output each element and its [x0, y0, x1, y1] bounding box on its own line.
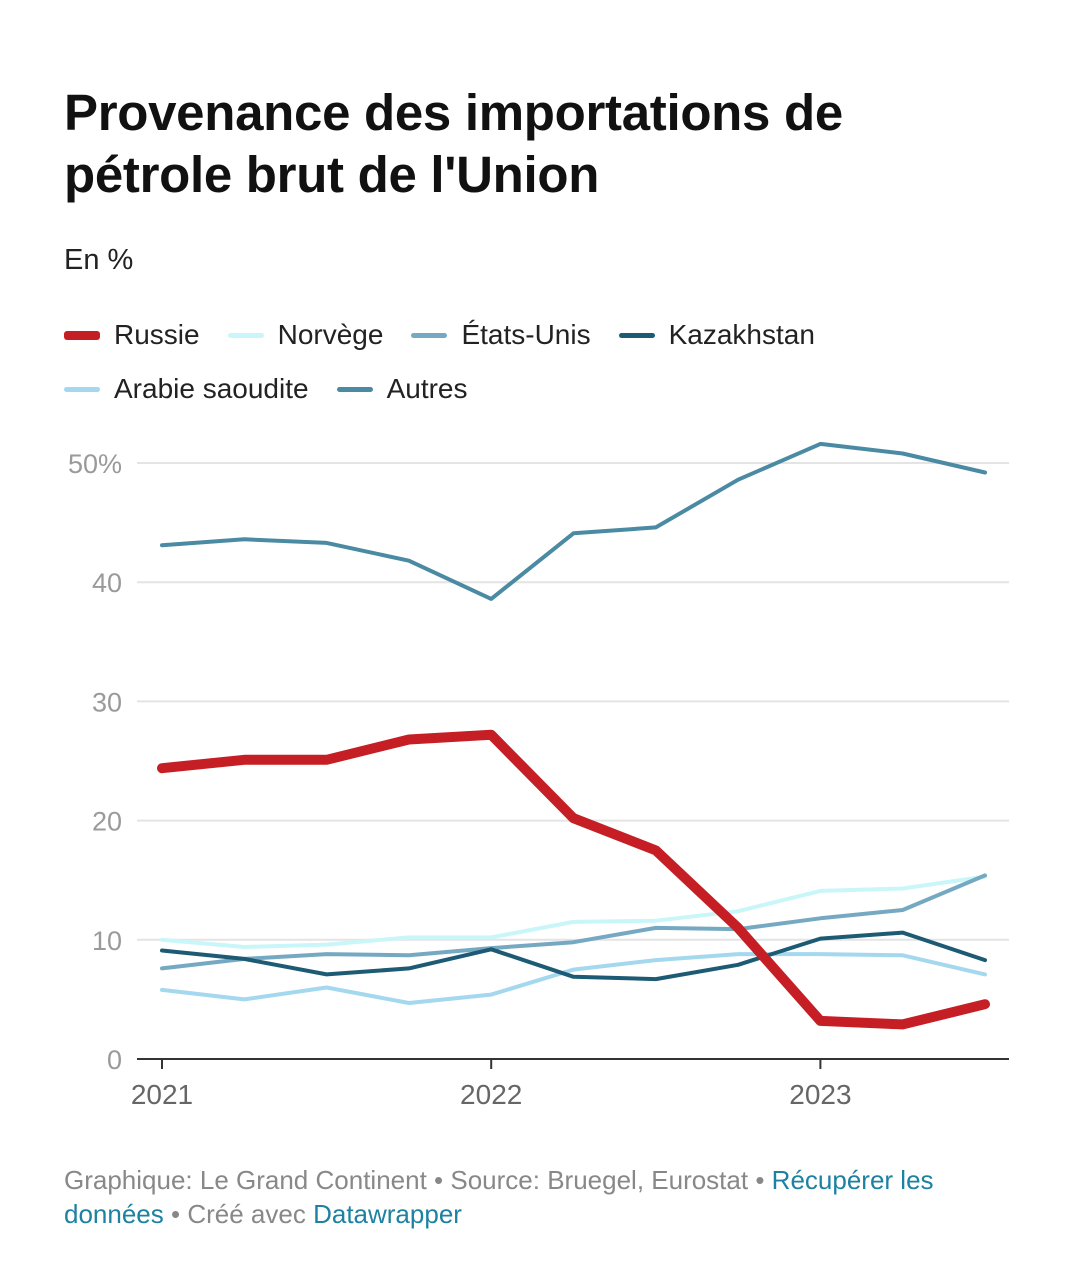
legend-swatch — [227, 332, 264, 338]
chart-subtitle: En % — [64, 244, 134, 276]
chart-legend: Russie Norvège États-Unis Kazakhstan Arabie … — [64, 316, 1024, 408]
legend-label: États-Unis — [461, 319, 591, 350]
legend-item-kazakhstan: Kazakhstan — [618, 316, 815, 354]
legend-label: Russie — [114, 319, 200, 350]
legend-label: Autres — [386, 373, 468, 404]
legend-label: Arabie saoudite — [114, 373, 309, 404]
x-tick-label: 2022 — [460, 1079, 522, 1110]
y-tick-label: 10 — [92, 926, 122, 956]
series-line-russie — [157, 729, 990, 1030]
series-line-kazakhstan — [160, 930, 987, 982]
y-tick-label: 0 — [107, 1045, 122, 1075]
footer-credit: Graphique: Le Grand Continent — [64, 1165, 427, 1195]
series-line-arabie-saoudite — [160, 952, 987, 1005]
footer-separator: • — [755, 1165, 765, 1195]
chart-footer: Graphique: Le Grand Continent • Source: … — [64, 1163, 1024, 1231]
x-tick-label: 2023 — [789, 1079, 851, 1110]
download-data-link[interactable]: Récupérer les données — [64, 1165, 934, 1229]
legend-item-arabie-saoudite: Arabie saoudite — [64, 370, 309, 408]
line-chart: 0 10 20 30 40 50% 2021 2022 2023 — [68, 441, 1009, 1110]
y-tick-label: 50% — [68, 449, 122, 479]
legend-item-autres: Autres — [336, 370, 468, 408]
datawrapper-link[interactable]: Datawrapper — [313, 1199, 462, 1229]
legend-item-russie: Russie — [64, 316, 200, 354]
legend-swatch — [618, 332, 655, 338]
legend-item-norvege: Norvège — [227, 316, 384, 354]
footer-separator: • — [434, 1165, 444, 1195]
y-tick-label: 20 — [92, 807, 122, 837]
chart-title: Provenance des importations de pétrole b… — [64, 84, 843, 203]
legend-label: Norvège — [277, 319, 384, 350]
y-tick-label: 40 — [92, 568, 122, 598]
x-tick-label: 2021 — [131, 1079, 193, 1110]
legend-swatch — [411, 332, 448, 338]
series-line-etats-unis — [160, 873, 987, 971]
legend-item-etats-unis: États-Unis — [411, 316, 591, 354]
footer-separator: • — [171, 1199, 181, 1229]
footer-source: Source: Bruegel, Eurostat — [450, 1165, 749, 1195]
legend-swatch — [64, 386, 100, 392]
series-line-norvege — [160, 874, 987, 949]
footer-created: Créé avec — [187, 1199, 306, 1229]
y-tick-label: 30 — [92, 687, 122, 717]
legend-label: Kazakhstan — [668, 319, 815, 350]
series-line-autres — [160, 441, 987, 601]
legend-swatch — [64, 330, 100, 340]
legend-swatch — [336, 386, 373, 392]
